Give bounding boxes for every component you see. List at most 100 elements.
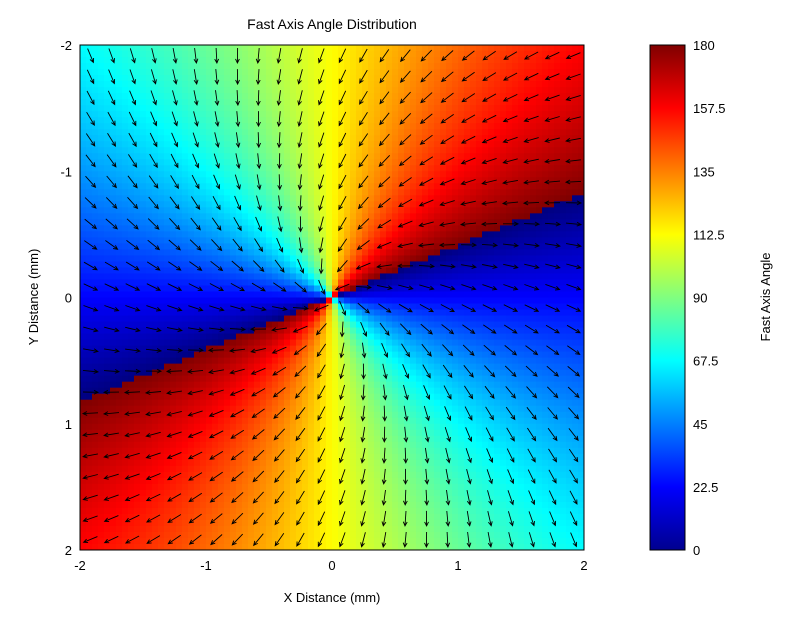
heatmap-cell	[260, 141, 267, 148]
heatmap-cell	[272, 117, 279, 124]
heatmap-cell	[224, 405, 231, 413]
heatmap-cell	[314, 183, 321, 190]
heatmap-cell	[302, 201, 309, 208]
heatmap-cell	[344, 291, 351, 299]
heatmap-cell	[242, 267, 249, 275]
heatmap-cell	[290, 411, 297, 419]
heatmap-cell	[218, 381, 225, 389]
heatmap-cell	[332, 105, 339, 112]
heatmap-cell	[98, 207, 105, 214]
heatmap-cell	[386, 105, 393, 112]
heatmap-cell	[110, 519, 117, 527]
heatmap-cell	[236, 45, 243, 52]
heatmap-cell	[218, 399, 225, 407]
heatmap-cell	[134, 147, 141, 154]
heatmap-cell	[398, 465, 405, 473]
heatmap-cell	[140, 105, 147, 112]
heatmap-cell	[380, 387, 387, 395]
heatmap-cell	[320, 105, 327, 112]
heatmap-cell	[332, 339, 339, 347]
heatmap-cell	[254, 237, 261, 244]
heatmap-cell	[194, 195, 201, 202]
heatmap-cell	[170, 327, 177, 335]
heatmap-cell	[152, 213, 159, 220]
heatmap-cell	[350, 375, 357, 383]
heatmap-cell	[86, 405, 93, 413]
heatmap-cell	[158, 57, 165, 64]
heatmap-cell	[416, 351, 423, 359]
heatmap-cell	[230, 291, 237, 299]
heatmap-cell	[302, 51, 309, 58]
heatmap-cell	[302, 75, 309, 82]
heatmap-cell	[368, 369, 375, 377]
heatmap-cell	[152, 501, 159, 509]
heatmap-cell	[194, 273, 201, 281]
heatmap-cell	[260, 465, 267, 473]
heatmap-cell	[134, 477, 141, 485]
heatmap-cell	[320, 117, 327, 124]
heatmap-cell	[332, 465, 339, 473]
heatmap-cell	[92, 405, 99, 413]
heatmap-cell	[152, 465, 159, 473]
heatmap-cell	[368, 45, 375, 52]
heatmap-cell	[80, 159, 87, 166]
heatmap-cell	[356, 177, 363, 184]
heatmap-cell	[392, 285, 399, 293]
heatmap-cell	[230, 129, 237, 136]
heatmap-cell	[428, 339, 435, 347]
heatmap-cell	[302, 507, 309, 515]
heatmap-cell	[122, 495, 129, 503]
heatmap-cell	[158, 501, 165, 509]
heatmap-cell	[218, 69, 225, 76]
heatmap-cell	[98, 285, 105, 293]
heatmap-cell	[314, 273, 321, 281]
heatmap-cell	[338, 111, 345, 118]
heatmap-cell	[416, 339, 423, 347]
heatmap-cell	[80, 279, 87, 287]
heatmap-cell	[254, 75, 261, 82]
heatmap-cell	[380, 507, 387, 515]
heatmap-cell	[116, 255, 123, 263]
heatmap-cell	[416, 417, 423, 425]
heatmap-cell	[380, 87, 387, 94]
heatmap-cell	[188, 351, 195, 359]
heatmap-cell	[170, 459, 177, 467]
heatmap-cell	[206, 219, 213, 226]
heatmap-cell	[350, 51, 357, 58]
heatmap-cell	[242, 369, 249, 377]
heatmap-cell	[218, 501, 225, 509]
heatmap-cell	[416, 315, 423, 323]
heatmap-cell	[344, 135, 351, 142]
heatmap-cell	[200, 453, 207, 461]
heatmap-cell	[200, 45, 207, 52]
heatmap-cell	[332, 87, 339, 94]
heatmap-cell	[98, 99, 105, 106]
heatmap-cell	[302, 327, 309, 335]
heatmap-cell	[116, 99, 123, 106]
heatmap-cell	[260, 525, 267, 533]
heatmap-cell	[170, 63, 177, 70]
heatmap-cell	[434, 117, 441, 124]
heatmap-cell	[290, 375, 297, 383]
heatmap-cell	[362, 459, 369, 467]
heatmap-cell	[212, 381, 219, 389]
heatmap-cell	[374, 255, 381, 263]
heatmap-cell	[398, 93, 405, 100]
heatmap-cell	[98, 255, 105, 263]
heatmap-cell	[104, 255, 111, 263]
heatmap-cell	[92, 315, 99, 323]
heatmap-cell	[392, 201, 399, 208]
heatmap-cell	[158, 165, 165, 172]
heatmap-cell	[122, 81, 129, 88]
heatmap-cell	[176, 195, 183, 202]
heatmap-cell	[290, 507, 297, 515]
heatmap-cell	[176, 333, 183, 341]
heatmap-cell	[86, 45, 93, 52]
heatmap-cell	[248, 267, 255, 275]
heatmap-cell	[140, 237, 147, 244]
heatmap-cell	[206, 501, 213, 509]
heatmap-cell	[422, 51, 429, 58]
heatmap-cell	[134, 129, 141, 136]
heatmap-cell	[404, 237, 411, 244]
heatmap-cell	[86, 417, 93, 425]
